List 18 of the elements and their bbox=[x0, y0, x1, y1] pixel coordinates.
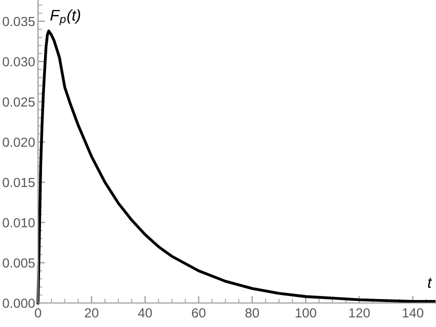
y-tick-label: 0.025 bbox=[2, 97, 35, 107]
x-tick-label: 80 bbox=[245, 308, 259, 318]
x-tick-label: 60 bbox=[192, 308, 206, 318]
x-tick-label: 0 bbox=[34, 308, 42, 318]
y-tick-label: 0.010 bbox=[2, 218, 35, 228]
y-axis-title: F$_{p}$(t) bbox=[50, 9, 80, 26]
x-tick-label: 40 bbox=[138, 308, 152, 318]
y-tick-label: 0.015 bbox=[2, 178, 35, 188]
y-tick-label: 0.035 bbox=[2, 16, 35, 26]
x-tick-label: 20 bbox=[84, 308, 98, 318]
y-tick-label: 0.020 bbox=[2, 138, 35, 147]
x-axis-title: t bbox=[428, 278, 432, 288]
x-tick-label: 120 bbox=[349, 308, 370, 318]
x-tick-label: 100 bbox=[296, 308, 316, 318]
y-tick-label: 0.005 bbox=[2, 258, 35, 268]
y-tick-label: 0.000 bbox=[2, 298, 35, 308]
y-tick-label: 0.030 bbox=[2, 57, 35, 66]
x-tick-label: 140 bbox=[402, 308, 424, 318]
